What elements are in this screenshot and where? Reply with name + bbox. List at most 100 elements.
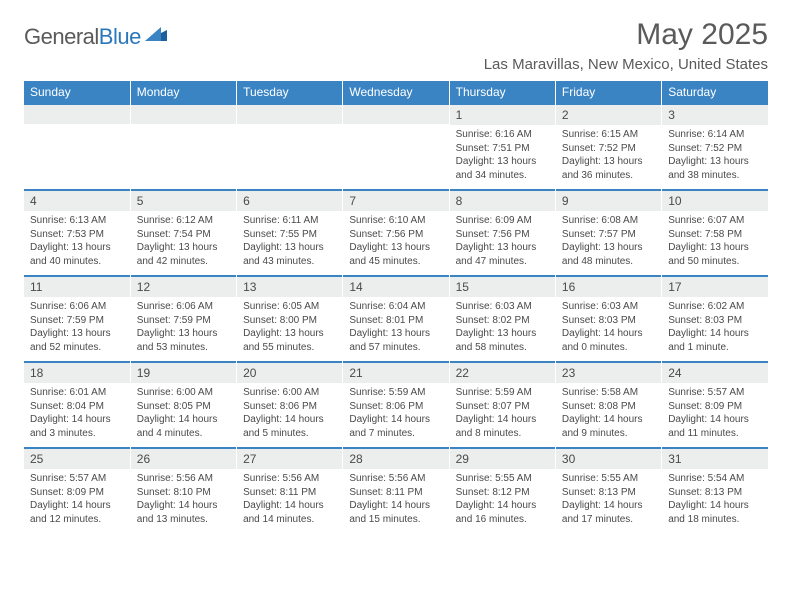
- detail-line: Sunrise: 6:02 AM: [668, 300, 762, 314]
- detail-line: Sunset: 7:52 PM: [668, 142, 762, 156]
- day-details: Sunrise: 6:11 AMSunset: 7:55 PMDaylight:…: [237, 211, 342, 274]
- detail-line: Daylight: 13 hours: [349, 327, 442, 341]
- detail-line: and 50 minutes.: [668, 255, 762, 269]
- weekday-header: Friday: [555, 81, 661, 103]
- detail-line: Daylight: 14 hours: [349, 413, 442, 427]
- day-number: 1: [450, 103, 555, 125]
- day-details: Sunrise: 5:58 AMSunset: 8:08 PMDaylight:…: [556, 383, 661, 446]
- detail-line: Sunrise: 6:15 AM: [562, 128, 655, 142]
- detail-line: Daylight: 14 hours: [349, 499, 442, 513]
- calendar-day-cell: 26Sunrise: 5:56 AMSunset: 8:10 PMDayligh…: [130, 447, 236, 533]
- day-details: Sunrise: 5:56 AMSunset: 8:11 PMDaylight:…: [237, 469, 342, 532]
- calendar-week-row: 18Sunrise: 6:01 AMSunset: 8:04 PMDayligh…: [24, 361, 768, 447]
- header: GeneralBlue May 2025: [24, 18, 768, 52]
- detail-line: and 18 minutes.: [668, 513, 762, 527]
- calendar-day-cell: 31Sunrise: 5:54 AMSunset: 8:13 PMDayligh…: [662, 447, 768, 533]
- day-number: 3: [662, 103, 768, 125]
- detail-line: Sunset: 8:11 PM: [243, 486, 336, 500]
- detail-line: Daylight: 14 hours: [137, 413, 230, 427]
- detail-line: Sunrise: 5:59 AM: [349, 386, 442, 400]
- day-number: 14: [343, 275, 448, 297]
- day-details: Sunrise: 5:57 AMSunset: 8:09 PMDaylight:…: [662, 383, 768, 446]
- detail-line: and 17 minutes.: [562, 513, 655, 527]
- detail-line: Daylight: 14 hours: [456, 413, 549, 427]
- calendar-day-cell: 7Sunrise: 6:10 AMSunset: 7:56 PMDaylight…: [343, 189, 449, 275]
- detail-line: Sunrise: 5:56 AM: [243, 472, 336, 486]
- day-number: 17: [662, 275, 768, 297]
- detail-line: Daylight: 14 hours: [456, 499, 549, 513]
- day-details: Sunrise: 5:57 AMSunset: 8:09 PMDaylight:…: [24, 469, 130, 532]
- detail-line: Sunrise: 5:57 AM: [668, 386, 762, 400]
- detail-line: Daylight: 14 hours: [668, 499, 762, 513]
- detail-line: Sunrise: 6:12 AM: [137, 214, 230, 228]
- detail-line: Sunrise: 5:56 AM: [349, 472, 442, 486]
- weekday-header: Tuesday: [237, 81, 343, 103]
- detail-line: Daylight: 13 hours: [137, 327, 230, 341]
- detail-line: and 58 minutes.: [456, 341, 549, 355]
- detail-line: Sunrise: 5:55 AM: [562, 472, 655, 486]
- day-details: Sunrise: 5:56 AMSunset: 8:11 PMDaylight:…: [343, 469, 448, 532]
- day-number: 15: [450, 275, 555, 297]
- day-number: 6: [237, 189, 342, 211]
- calendar-head: SundayMondayTuesdayWednesdayThursdayFrid…: [24, 81, 768, 103]
- detail-line: Daylight: 13 hours: [30, 241, 124, 255]
- detail-line: Sunset: 7:59 PM: [137, 314, 230, 328]
- detail-line: Sunrise: 6:06 AM: [30, 300, 124, 314]
- calendar-week-row: 1Sunrise: 6:16 AMSunset: 7:51 PMDaylight…: [24, 103, 768, 189]
- detail-line: Sunset: 8:06 PM: [243, 400, 336, 414]
- day-details: Sunrise: 6:03 AMSunset: 8:03 PMDaylight:…: [556, 297, 661, 360]
- brand-mark-icon: [145, 27, 167, 48]
- detail-line: and 13 minutes.: [137, 513, 230, 527]
- detail-line: Sunrise: 5:59 AM: [456, 386, 549, 400]
- detail-line: and 7 minutes.: [349, 427, 442, 441]
- detail-line: Sunrise: 6:04 AM: [349, 300, 442, 314]
- detail-line: Sunrise: 6:10 AM: [349, 214, 442, 228]
- detail-line: Sunset: 7:56 PM: [456, 228, 549, 242]
- empty-day: [131, 103, 236, 124]
- detail-line: Sunset: 8:00 PM: [243, 314, 336, 328]
- detail-line: and 15 minutes.: [349, 513, 442, 527]
- detail-line: Sunset: 8:11 PM: [349, 486, 442, 500]
- weekday-header: Saturday: [662, 81, 768, 103]
- detail-line: Sunrise: 5:54 AM: [668, 472, 762, 486]
- weekday-header: Thursday: [449, 81, 555, 103]
- day-number: 10: [662, 189, 768, 211]
- location-subtitle: Las Maravillas, New Mexico, United State…: [24, 56, 768, 73]
- detail-line: Daylight: 14 hours: [30, 413, 124, 427]
- day-number: 18: [24, 361, 130, 383]
- detail-line: Sunset: 7:52 PM: [562, 142, 655, 156]
- detail-line: Sunrise: 6:05 AM: [243, 300, 336, 314]
- detail-line: Sunrise: 6:06 AM: [137, 300, 230, 314]
- detail-line: and 0 minutes.: [562, 341, 655, 355]
- detail-line: and 53 minutes.: [137, 341, 230, 355]
- detail-line: Sunset: 7:54 PM: [137, 228, 230, 242]
- day-number: 13: [237, 275, 342, 297]
- detail-line: Sunrise: 6:00 AM: [137, 386, 230, 400]
- detail-line: Sunset: 8:10 PM: [137, 486, 230, 500]
- detail-line: Sunrise: 6:07 AM: [668, 214, 762, 228]
- detail-line: and 5 minutes.: [243, 427, 336, 441]
- weekday-header: Monday: [130, 81, 236, 103]
- calendar-day-cell: 14Sunrise: 6:04 AMSunset: 8:01 PMDayligh…: [343, 275, 449, 361]
- calendar-table: SundayMondayTuesdayWednesdayThursdayFrid…: [24, 81, 768, 533]
- calendar-day-cell: 8Sunrise: 6:09 AMSunset: 7:56 PMDaylight…: [449, 189, 555, 275]
- detail-line: Sunset: 7:56 PM: [349, 228, 442, 242]
- weekday-header: Sunday: [24, 81, 130, 103]
- day-number: 8: [450, 189, 555, 211]
- day-number: 23: [556, 361, 661, 383]
- calendar-day-cell: [24, 103, 130, 189]
- detail-line: Sunrise: 6:03 AM: [562, 300, 655, 314]
- detail-line: Daylight: 14 hours: [30, 499, 124, 513]
- day-number: 30: [556, 447, 661, 469]
- detail-line: Daylight: 13 hours: [668, 155, 762, 169]
- detail-line: Daylight: 14 hours: [243, 499, 336, 513]
- detail-line: Sunset: 7:55 PM: [243, 228, 336, 242]
- detail-line: and 9 minutes.: [562, 427, 655, 441]
- day-number: 9: [556, 189, 661, 211]
- calendar-day-cell: 21Sunrise: 5:59 AMSunset: 8:06 PMDayligh…: [343, 361, 449, 447]
- detail-line: Sunset: 7:51 PM: [456, 142, 549, 156]
- day-details: Sunrise: 5:59 AMSunset: 8:06 PMDaylight:…: [343, 383, 448, 446]
- detail-line: and 11 minutes.: [668, 427, 762, 441]
- detail-line: Daylight: 13 hours: [30, 327, 124, 341]
- calendar-day-cell: 20Sunrise: 6:00 AMSunset: 8:06 PMDayligh…: [237, 361, 343, 447]
